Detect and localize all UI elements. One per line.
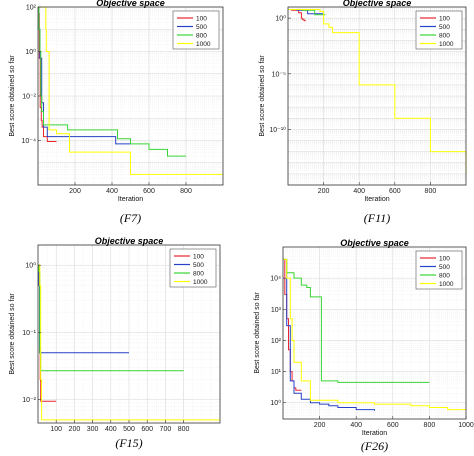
chart-title: Objective space [95, 236, 164, 246]
chart-title: Objective space [340, 238, 409, 248]
x-tick-label: 400 [353, 188, 365, 195]
legend-label: 500 [196, 24, 207, 31]
legend-label: 1000 [193, 279, 208, 286]
y-axis-label: Best score obtained so far [9, 55, 16, 137]
legend-label: 500 [439, 264, 450, 271]
y-axis-label: Best score obtained so far [259, 55, 266, 137]
series-line-1000 [283, 258, 466, 411]
panel-caption: (F15) [115, 436, 142, 450]
y-tick-label: 10¹ [271, 369, 282, 376]
y-tick-label: 10³ [271, 307, 282, 314]
legend-label: 100 [196, 15, 207, 22]
axes-box [282, 246, 467, 420]
y-tick-label: 10⁰ [270, 399, 281, 407]
legend-label: 100 [193, 253, 204, 260]
x-tick-label: 200 [314, 422, 326, 429]
y-tick-label: 10⁻¹⁰ [269, 126, 286, 134]
legend-label: 1000 [439, 281, 454, 288]
y-tick-label: 10⁻² [22, 397, 36, 404]
x-tick-label: 500 [123, 426, 135, 433]
y-tick-label: 10⁻² [22, 94, 36, 101]
x-axis-label: Iteration [118, 196, 143, 203]
y-axis-label: Best score obtained so far [9, 293, 16, 375]
y-tick-label: 10² [271, 338, 282, 345]
chart-panel-2: 200 400 600 800 10⁰ 10⁻⁵ 10⁻¹⁰ Objective space I… [259, 0, 467, 225]
series-line-100 [288, 9, 306, 22]
x-tick-label: 600 [141, 426, 153, 433]
x-tick-label: 600 [387, 422, 399, 429]
y-tick-label: 10² [26, 5, 37, 12]
x-tick-label: 800 [180, 188, 192, 195]
x-axis-label: Iteration [362, 430, 387, 437]
x-tick-label: 600 [143, 188, 155, 195]
legend-label: 1000 [439, 41, 454, 48]
legend-label: 800 [193, 270, 204, 277]
chart-panel-4: 200 400 600 800 1000 10⁴ 10³ 10² 10¹ 10⁰ Objective… [254, 238, 474, 453]
legend-label: 800 [196, 32, 207, 39]
chart-panel-3: 100 200 300 400 500 600 700 800 10⁰ 10⁻¹ 10⁻² Objec… [9, 236, 221, 450]
x-tick-label: 400 [106, 188, 118, 195]
grid [288, 7, 466, 186]
x-tick-label: 800 [424, 422, 436, 429]
legend-label: 500 [193, 262, 204, 269]
y-tick-label: 10⁻⁵ [272, 71, 286, 78]
legend-label: 800 [439, 272, 450, 279]
x-tick-label: 400 [350, 422, 362, 429]
x-tick-label: 100 [50, 426, 62, 433]
x-tick-label: 1000 [458, 422, 474, 429]
series-line-1000 [38, 6, 223, 175]
x-tick-label: 800 [425, 188, 437, 195]
x-tick-label: 200 [318, 188, 330, 195]
x-tick-label: 200 [69, 188, 81, 195]
y-axis-label: Best score obtained so far [254, 292, 261, 374]
y-tick-label: 10⁰ [275, 15, 286, 23]
legend-label: 800 [439, 32, 450, 39]
x-tick-label: 700 [160, 426, 172, 433]
panel-caption: (F26) [361, 439, 388, 453]
y-tick-label: 10⁰ [25, 262, 36, 270]
x-tick-label: 800 [178, 426, 190, 433]
legend-label: 1000 [196, 41, 211, 48]
series-line-1000 [288, 9, 467, 174]
y-tick-label: 10⁴ [270, 276, 281, 283]
y-tick-label: 10⁻⁴ [22, 138, 37, 145]
panel-caption: (F7) [120, 211, 141, 225]
axes-box [287, 6, 467, 186]
x-tick-label: 300 [87, 426, 99, 433]
series-line-500 [283, 258, 375, 411]
y-tick-label: 10⁻¹ [22, 330, 36, 337]
chart-panel-1: 200 400 600 800 10² 10⁰ 10⁻² 10⁻⁴ Objective spac… [9, 0, 224, 225]
legend-label: 500 [439, 24, 450, 31]
y-tick-label: 10⁰ [25, 48, 36, 56]
x-axis-label: Iteration [364, 196, 389, 203]
x-tick-label: 400 [105, 426, 117, 433]
chart-title: Objective space [96, 0, 165, 8]
legend-label: 100 [439, 255, 450, 262]
legend-label: 100 [439, 15, 450, 22]
panel-caption: (F11) [364, 211, 390, 225]
chart-title: Objective space [343, 0, 412, 8]
x-tick-label: 200 [69, 426, 81, 433]
series-line-800 [283, 258, 430, 383]
grid [38, 244, 220, 423]
x-tick-label: 600 [389, 188, 401, 195]
